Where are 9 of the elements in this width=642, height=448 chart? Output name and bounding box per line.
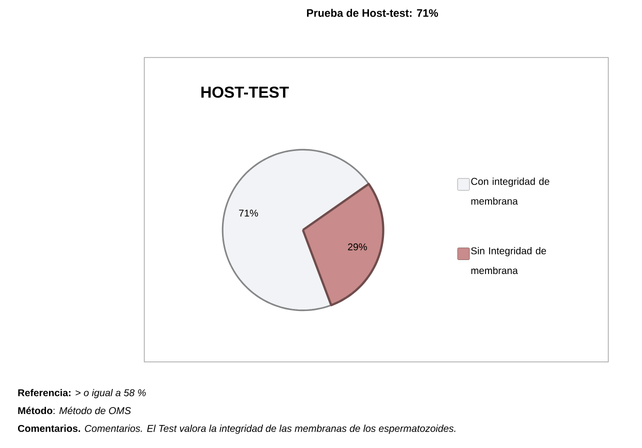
chart-title: HOST-TEST [201,86,289,98]
legend-label: Sin Integridad de membrana [471,246,546,274]
data-label: 71% [239,210,258,217]
text: Método: Método de OMS [18,406,131,414]
legend-label: Con integridad de membrana [471,178,550,205]
text: Comentarios. Comentarios. El Test valora la integridad de las membranas de los espermatozoides. [18,424,456,434]
text: Prueba de Host-test: 71% [307,8,438,17]
data-label: 29% [348,243,367,250]
text: Referencia: > o igual a 58 % [18,388,146,398]
